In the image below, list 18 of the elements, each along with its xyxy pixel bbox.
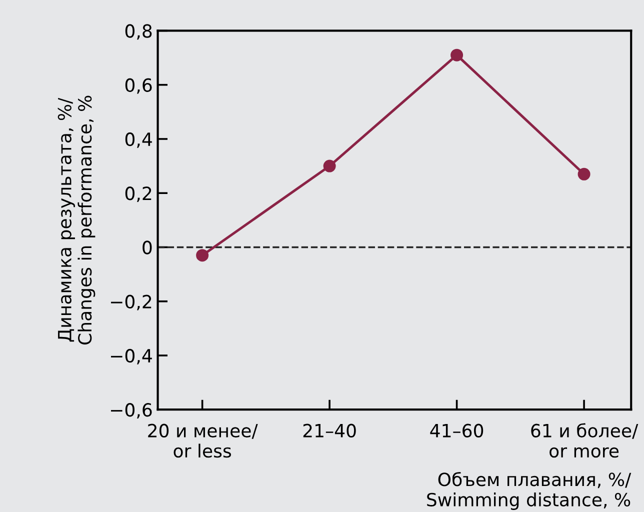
point [578,168,590,180]
x-tick-label: 20 и менее/ or less [148,424,258,458]
y-tick-label: 0,8 [125,24,152,40]
y-axis-title: Динамика результата, %/ Changes in performance, % [58,96,96,345]
x-tick-label: 21–40 [303,424,356,438]
y-tick-label: 0 [142,240,152,254]
x-tick-label: 61 и более/ or more [531,423,638,458]
point [196,249,209,262]
x-tick-label: 41–60 [430,424,484,438]
point [323,160,336,172]
y-tick-label: 0,4 [125,132,152,148]
y-tick-label: −0,6 [110,403,152,419]
y-tick-label: 0,6 [125,78,152,94]
x-axis-title: Объем плавания, %/ Swimming distance, % [427,472,632,510]
point [450,48,464,62]
y-tick-label: −0,4 [110,348,152,364]
y-tick-label: 0,2 [125,186,152,202]
y-tick-label: −0,2 [110,294,152,310]
